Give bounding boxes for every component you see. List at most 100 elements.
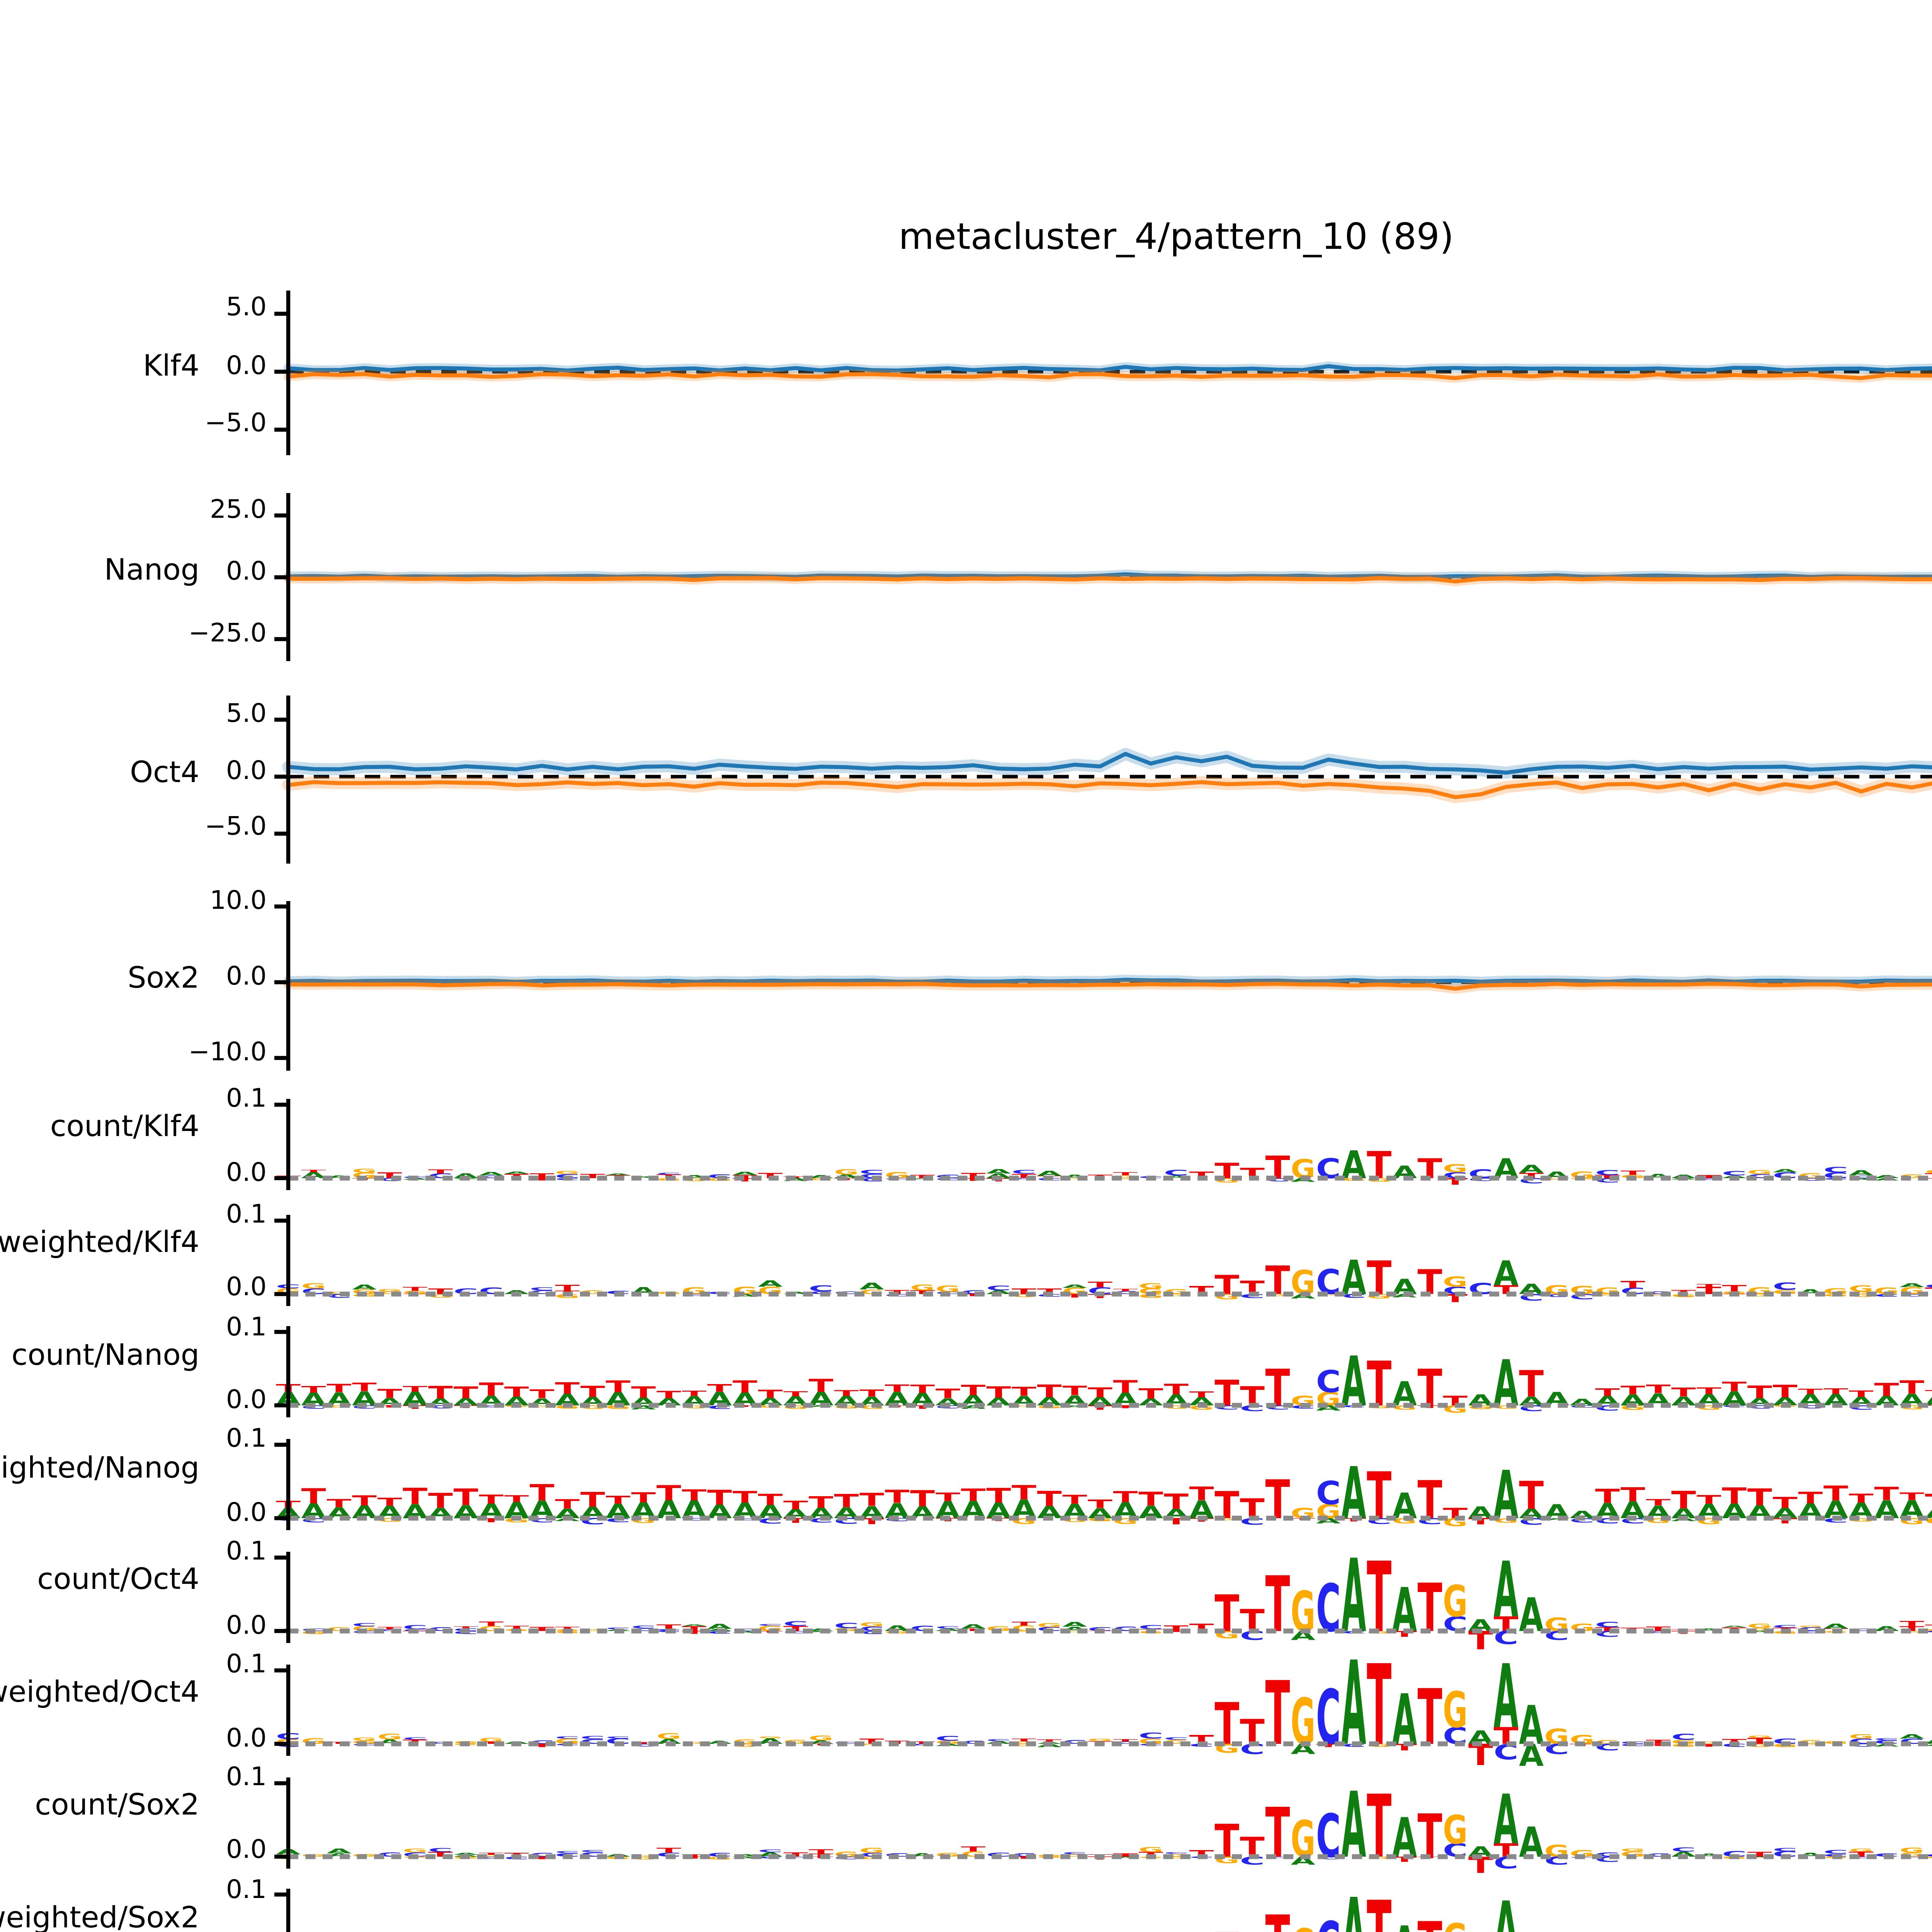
- y-tick-label: 25.0: [210, 494, 267, 523]
- logo-letter-T: T: [1138, 1386, 1163, 1403]
- logo-letter-C: C: [1849, 1628, 1874, 1631]
- figure-title: metacluster_4/pattern_10 (89): [898, 215, 1454, 258]
- row-label-count-klf4: count/Klf4: [50, 1110, 199, 1145]
- logo-letter-G: G: [1113, 1174, 1138, 1179]
- logo-letter-T: T: [428, 1383, 453, 1403]
- logo-letter-T: T: [707, 1486, 732, 1510]
- logo-letter-T-neg: T: [961, 1177, 986, 1181]
- logo-letter-T: T: [1798, 1488, 1823, 1507]
- logo-letter-C: C: [733, 1628, 757, 1631]
- logo-letter-C-neg: C: [910, 1743, 935, 1745]
- logo-letter-G-neg: G: [1367, 1630, 1391, 1634]
- logo-letter-C: C: [606, 1627, 631, 1629]
- logo-letter-T: T: [1773, 1381, 1798, 1401]
- logo-letter-T-neg: T: [1773, 1517, 1798, 1525]
- logo-letter-C: C: [1671, 1845, 1696, 1852]
- y-tick-label: 0.0: [226, 1835, 267, 1864]
- logo-letter-A-motif: A: [1342, 1636, 1366, 1771]
- logo-letter-T: T: [1900, 1378, 1925, 1398]
- logo-letter-T: T: [1012, 1621, 1036, 1626]
- y-tick-label: 0.0: [226, 1610, 267, 1639]
- logo-letter-T: T: [758, 1388, 782, 1401]
- logo-letter-C: C: [935, 1735, 960, 1742]
- y-tick-label: 0.0: [226, 1723, 267, 1752]
- logo-letter-C: C: [1671, 1732, 1696, 1741]
- logo-letter-T: T: [454, 1384, 478, 1403]
- logo-letter-C: C: [783, 1620, 808, 1627]
- subplot-count-sox2: GAGGAAGCCGGTCAAGGTCTCCTCCCCAGGGCTTTCGAAA…: [274, 1772, 1932, 1878]
- logo-letter-A: A: [733, 1171, 758, 1176]
- logo-letter-A-motif: A: [1493, 1646, 1518, 1748]
- logo-letter-A: A: [479, 1170, 504, 1176]
- logo-letter-A-motif: A: [1342, 1537, 1366, 1655]
- y-tick-label: 0.0: [226, 350, 267, 379]
- logo-letter-T: T: [656, 1481, 681, 1505]
- logo-letter-T: T: [733, 1488, 757, 1506]
- logo-letter-T: T: [682, 1390, 707, 1398]
- logo-letter-T: T: [1849, 1389, 1874, 1399]
- y-tick-label: −10.0: [188, 1036, 267, 1066]
- logo-letter-G-neg: G: [631, 1855, 656, 1860]
- logo-letter-A-neg: A: [1062, 1405, 1087, 1408]
- logo-letter-T: T: [961, 1485, 986, 1505]
- logo-letter-C: C: [1062, 1851, 1087, 1854]
- logo-letter-T: T: [301, 1169, 326, 1172]
- logo-letter-T: T: [352, 1381, 377, 1394]
- row-label-count-sox2: count/Sox2: [35, 1788, 199, 1823]
- logo-letter-T: T: [1823, 1482, 1848, 1505]
- logo-letter-G: G: [378, 1732, 402, 1741]
- logo-letter-T: T: [986, 1384, 1011, 1401]
- logo-letter-G-neg: G: [1214, 1518, 1239, 1521]
- logo-letter-T-neg: T: [733, 1405, 757, 1408]
- logo-letter-A-neg: A: [1747, 1855, 1772, 1857]
- logo-letter-C: C: [454, 1286, 478, 1295]
- logo-letter-A: A: [758, 1278, 782, 1288]
- logo-letter-T: T: [454, 1485, 479, 1511]
- logo-letter-C: C: [631, 1624, 656, 1629]
- logo-letter-G: G: [352, 1736, 377, 1741]
- logo-letter-A-neg: A: [733, 1855, 757, 1859]
- logo-letter-A-neg: A: [1113, 1855, 1138, 1857]
- logo-letter-C: C: [758, 1623, 782, 1626]
- logo-letter-G-neg: G: [530, 1405, 554, 1408]
- logo-letter-A-motif: A: [1392, 1914, 1417, 1932]
- y-tick-label: 5.0: [226, 292, 267, 321]
- logo-letter-T-motif: T: [1418, 1801, 1442, 1871]
- logo-letter-T: T: [428, 1168, 453, 1175]
- logo-letter-C: C: [1595, 1620, 1620, 1629]
- logo-letter-C-neg: C: [1646, 1630, 1670, 1633]
- logo-letter-C: C: [1773, 1170, 1798, 1180]
- logo-letter-A-motif: A: [1342, 1342, 1366, 1422]
- logo-letter-G: G: [1747, 1168, 1772, 1175]
- logo-letter-T: T: [479, 1379, 504, 1400]
- logo-letter-C-motif: C: [1316, 1801, 1341, 1871]
- logo-letter-T: T: [555, 1626, 580, 1629]
- logo-letter-A-motif: A: [1392, 1806, 1417, 1869]
- logo-letter-T: T: [986, 1484, 1011, 1507]
- logo-letter-T: T: [504, 1625, 529, 1629]
- logo-letter-T: T: [378, 1626, 402, 1630]
- logo-letter-T: T: [1113, 1377, 1138, 1397]
- logo-letter-T: T: [327, 1741, 351, 1744]
- logo-letter-T: T: [1747, 1382, 1772, 1402]
- logo-letter-T: T: [1849, 1491, 1874, 1506]
- logo-letter-T: T: [1646, 1383, 1670, 1396]
- logo-letter-G: G: [910, 1282, 935, 1291]
- logo-letter-C-motif: C: [1316, 1474, 1341, 1512]
- logo-letter-T: T: [479, 1852, 503, 1855]
- logo-letter-A-motif: A: [1493, 1347, 1518, 1421]
- logo-letter-C-neg: C: [1925, 1630, 1932, 1633]
- logo-letter-G: G: [1088, 1738, 1112, 1741]
- logo-letter-A: A: [961, 1623, 986, 1630]
- logo-letter-T: T: [504, 1384, 529, 1400]
- logo-letter-T: T: [1037, 1738, 1062, 1743]
- subplot-weighted-klf4: GCCGGCGAGGGGTTTGCCACCTTGGCAGGCCGAGAACCCG…: [274, 1214, 1932, 1305]
- logo-letter-T: T: [1595, 1485, 1620, 1508]
- logo-letter-T: T: [1798, 1388, 1823, 1396]
- logo-letter-G: G: [1037, 1622, 1062, 1628]
- logo-letter-T-neg: T: [1925, 1405, 1932, 1408]
- logo-letter-A: A: [327, 1174, 352, 1179]
- subplot-count-nanog: ATCATCATGATCATTATTATCATTATCATGATGATGATGA…: [274, 1327, 1932, 1422]
- logo-letter-G: G: [1621, 1847, 1645, 1852]
- logo-letter-C: C: [428, 1741, 453, 1744]
